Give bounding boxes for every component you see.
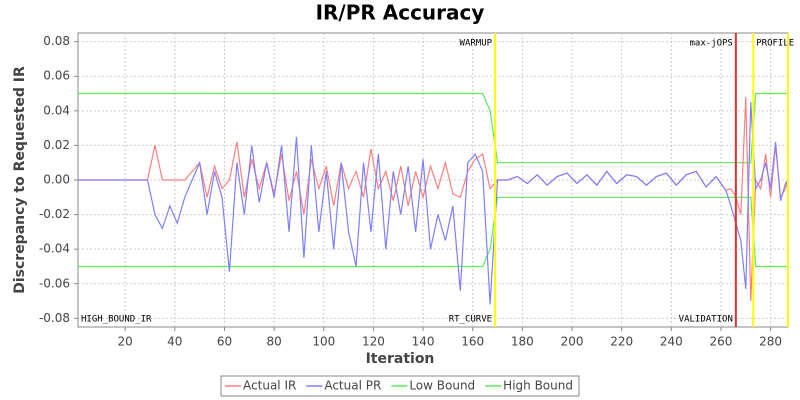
y-tick-label: 0.00 (43, 173, 70, 187)
series-line (78, 92, 788, 164)
y-tick-label: 0.04 (43, 103, 70, 117)
y-tick-label: -0.06 (39, 276, 70, 290)
legend-label: High Bound (503, 379, 573, 393)
y-tick-label: -0.04 (39, 242, 70, 256)
marker-label: PROFILE (756, 39, 794, 49)
legend-label: Actual PR (324, 379, 381, 393)
x-tick-label: 120 (362, 335, 385, 349)
x-tick-label: 220 (610, 335, 633, 349)
x-tick-label: 60 (217, 335, 232, 349)
marker-label: WARMUP (460, 39, 493, 49)
x-tick-label: 180 (511, 335, 534, 349)
marker-label: VALIDATION (679, 315, 733, 325)
legend: Actual IR Actual PR Low Bound High Bound (220, 375, 580, 397)
x-tick-label: 100 (312, 335, 335, 349)
x-tick-label: 140 (412, 335, 435, 349)
x-tick-label: 280 (759, 335, 782, 349)
marker-label: RT_CURVE (449, 315, 492, 325)
x-tick-label: 80 (266, 335, 281, 349)
marker-label: max-jOPS (690, 39, 733, 49)
y-tick-label: -0.08 (39, 311, 70, 325)
plot-area (77, 32, 789, 328)
y-axis-label: Discrepancy to Requested IR (12, 66, 28, 294)
legend-label: Low Bound (409, 379, 475, 393)
x-tick-label: 160 (461, 335, 484, 349)
x-tick-label: 40 (167, 335, 182, 349)
x-axis-label: Iteration (366, 351, 435, 367)
series-line (78, 196, 788, 268)
y-tick-label: -0.02 (39, 207, 70, 221)
x-tick-label: 200 (561, 335, 584, 349)
legend-label: Actual IR (243, 379, 296, 393)
y-tick-label: 0.02 (43, 138, 70, 152)
x-tick-label: 240 (660, 335, 683, 349)
x-tick-label: 20 (118, 335, 133, 349)
marker-label: HIGH_BOUND_IR (81, 315, 152, 325)
y-tick-label: 0.08 (43, 34, 70, 48)
chart-title: IR/PR Accuracy (316, 1, 485, 25)
x-tick-label: 260 (710, 335, 733, 349)
y-tick-label: 0.06 (43, 69, 70, 83)
series-line (78, 102, 789, 305)
